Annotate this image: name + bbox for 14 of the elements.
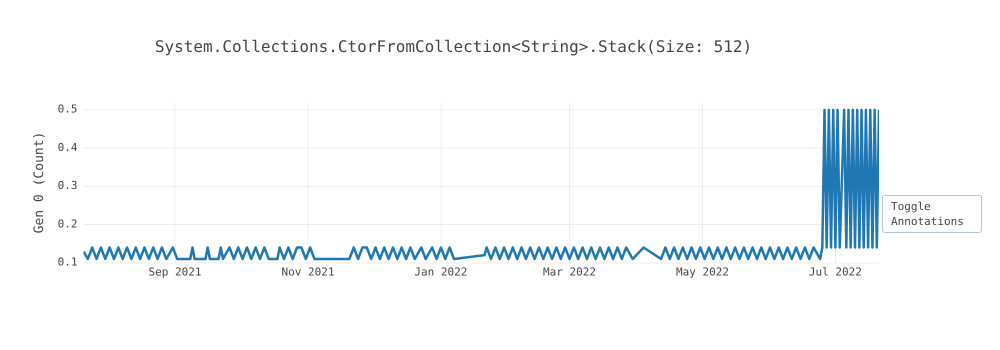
y-tick-label: 0.1 <box>58 256 78 269</box>
toggle-button: Toggle Annotations <box>882 195 982 233</box>
y-tick-label: 0.2 <box>58 217 78 230</box>
x-tick-label: Jul 2022 <box>808 265 862 278</box>
y-tick-label: 0.5 <box>58 102 78 116</box>
x-tick-label: Nov 2021 <box>281 265 334 278</box>
x-tick-label: Mar 2022 <box>543 265 596 278</box>
y-tick-label: 0.4 <box>58 140 78 154</box>
y-axis-title: Gen 0 (Count) <box>32 132 48 234</box>
x-tick-label: May 2022 <box>676 265 729 278</box>
x-tick-label: Sep 2021 <box>148 265 202 278</box>
y-tick-label: 0.3 <box>58 179 78 192</box>
x-tick-label: Jan 2022 <box>414 265 468 278</box>
chart-title: System.Collections.CtorFromCollection<String>.Stack(Size: 512) <box>154 36 752 56</box>
